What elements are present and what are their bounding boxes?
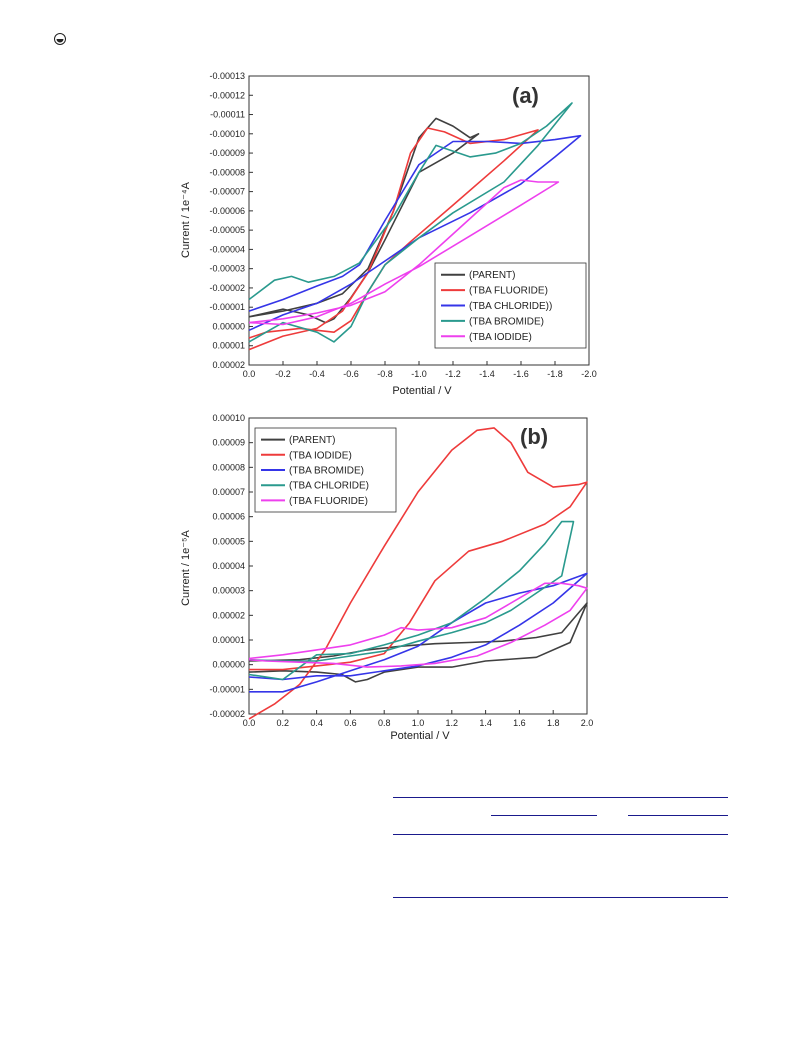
legend: (PARENT) (TBA IODIDE) (TBA BROMIDE) (TBA CH… (254, 427, 397, 513)
x-tick-label: 0.0 (243, 369, 256, 379)
y-tick-label: -0.00005 (209, 225, 245, 235)
y-tick-label: -0.00002 (209, 283, 245, 293)
panel-label: (a) (512, 83, 539, 108)
series-line-3 (248, 572, 588, 693)
y-tick-label: -0.00011 (210, 110, 245, 120)
table-rule-sub-1 (491, 815, 597, 816)
y-tick-label: 0.00000 (212, 660, 245, 670)
x-tick-label: -1.8 (547, 369, 563, 379)
y-tick-label: 0.00001 (212, 341, 245, 351)
y-tick-label: 0.00006 (212, 512, 245, 522)
circle-dot-icon (54, 33, 66, 45)
x-tick-label: 1.2 (446, 718, 459, 728)
table-rule-top (393, 797, 728, 798)
y-tick-label: -0.00002 (209, 709, 245, 719)
legend-label: (TBA FLUORIDE) (469, 286, 548, 297)
series-line-5 (248, 179, 560, 326)
y-tick-label: 0.00009 (212, 438, 245, 448)
panel-label: (b) (520, 424, 548, 449)
y-axis-ticks: 0.00010 0.00009 0.00008 0.00007 0.00006 0.000… (209, 413, 253, 719)
series-line-3 (248, 134, 582, 332)
legend-label: (PARENT) (469, 270, 515, 281)
x-axis-ticks: 0.0 -0.2 -0.4 -0.6 -0.8 -1.0 -1.2 -1.4 -1.6 -1.8 -… (243, 361, 597, 379)
table-rule-sub-2 (628, 815, 728, 816)
y-axis-label: Current / 1e⁻⁵A (180, 529, 192, 605)
legend-label: (TBA CHLORIDE)) (469, 301, 552, 312)
x-tick-label: -1.2 (445, 369, 461, 379)
y-tick-label: -0.00013 (209, 71, 245, 81)
y-tick-label: 0.00007 (212, 487, 245, 497)
y-axis-ticks: -0.00013 -0.00012 -0.00011 -0.00010 -0.00009… (209, 71, 253, 370)
series-line-4 (248, 520, 575, 681)
legend-label: (TBA BROMIDE) (289, 466, 364, 477)
x-tick-label: 0.4 (310, 718, 323, 728)
x-tick-label: -0.2 (275, 369, 291, 379)
x-tick-label: -2.0 (581, 369, 597, 379)
y-tick-label: -0.00001 (209, 684, 245, 694)
y-tick-label: 0.00001 (212, 635, 245, 645)
y-tick-label: 0.00000 (212, 321, 245, 331)
y-tick-label: -0.00009 (209, 148, 245, 158)
legend-label: (TBA BROMIDE) (469, 316, 544, 327)
x-tick-label: 1.4 (479, 718, 492, 728)
y-axis-label: Current / 1e⁻⁴A (180, 181, 192, 258)
x-tick-label: 0.6 (344, 718, 357, 728)
y-tick-label: 0.00002 (212, 610, 245, 620)
table-rule-bottom (393, 897, 728, 898)
series-layer (248, 102, 582, 351)
x-tick-label: 1.0 (412, 718, 425, 728)
legend: (PARENT) (TBA FLUORIDE) (TBA CHLORIDE)) (TB… (434, 262, 587, 349)
table-rule-mid (393, 834, 728, 835)
y-tick-label: 0.00003 (212, 586, 245, 596)
x-tick-label: -0.6 (343, 369, 359, 379)
series-line-4 (248, 102, 573, 343)
y-tick-label: 0.00005 (212, 536, 245, 546)
legend-label: (PARENT) (289, 435, 335, 446)
legend-label: (TBA CHLORIDE) (289, 481, 369, 492)
x-axis-ticks: 0.0 0.2 0.4 0.6 0.8 1.0 1.2 1.4 1.6 1.8 2.0 (243, 710, 594, 728)
series-line-2 (248, 427, 588, 720)
y-tick-label: 0.00010 (212, 413, 245, 423)
y-tick-label: -0.00006 (209, 206, 245, 216)
x-tick-label: -1.0 (411, 369, 427, 379)
x-axis-label: Potential / V (392, 385, 452, 397)
x-tick-label: 0.0 (243, 718, 256, 728)
y-tick-label: 0.00002 (212, 360, 245, 370)
y-tick-label: -0.00010 (209, 129, 245, 139)
x-tick-label: -0.4 (309, 369, 325, 379)
x-tick-label: -0.8 (377, 369, 393, 379)
y-tick-label: -0.00003 (209, 264, 245, 274)
x-axis-label: Potential / V (390, 730, 450, 742)
legend-label: (TBA IODIDE) (289, 450, 352, 461)
x-tick-label: 0.8 (378, 718, 391, 728)
legend-label: (TBA IODIDE) (469, 332, 532, 343)
cv-chart-a: 0.0 -0.2 -0.4 -0.6 -0.8 -1.0 -1.2 -1.4 -1.6 -1.8 -… (180, 71, 597, 397)
y-tick-label: -0.00008 (209, 167, 245, 177)
series-layer (248, 427, 588, 720)
y-tick-label: 0.00004 (212, 561, 245, 571)
x-tick-label: 1.6 (513, 718, 526, 728)
y-tick-label: -0.00001 (209, 302, 245, 312)
y-tick-label: -0.00007 (209, 187, 245, 197)
x-tick-label: -1.4 (479, 369, 495, 379)
y-tick-label: -0.00012 (209, 90, 245, 100)
x-tick-label: 1.8 (547, 718, 560, 728)
y-tick-label: 0.00008 (212, 462, 245, 472)
y-tick-label: -0.00004 (209, 244, 245, 254)
series-line-5 (248, 582, 588, 668)
legend-label: (TBA FLUORIDE) (289, 496, 368, 507)
series-line-2 (248, 127, 539, 351)
x-tick-label: 0.2 (277, 718, 290, 728)
x-tick-label: 2.0 (581, 718, 594, 728)
cv-chart-b: 0.0 0.2 0.4 0.6 0.8 1.0 1.2 1.4 1.6 1.8 2.0 0.0001… (180, 413, 594, 742)
x-tick-label: -1.6 (513, 369, 529, 379)
